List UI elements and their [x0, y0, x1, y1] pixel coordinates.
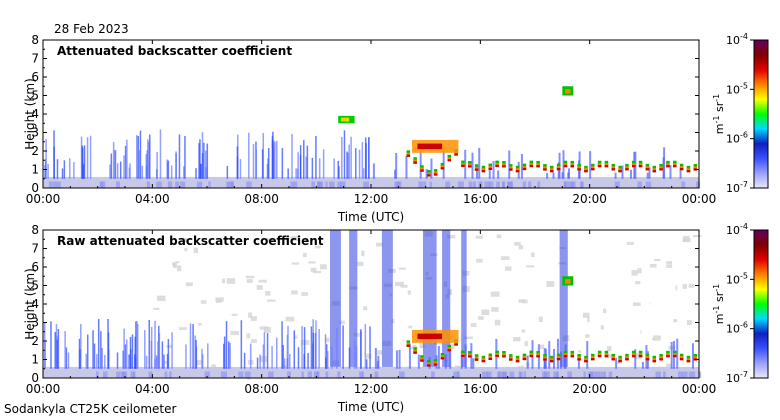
backscatter-image: [43, 230, 702, 380]
x-tick-label: 00:00: [682, 382, 717, 396]
panel-raw-attenuated-backscatter: 0 1 2 3 4 5 6 7 8 00:00 04:00 08:00 12:00 16:00 20:00 0…: [23, 223, 716, 414]
panel-title: Attenuated backscatter coefficient: [57, 44, 292, 58]
x-tick-label: 20:00: [572, 382, 607, 396]
y-tick-label: 4: [31, 107, 39, 121]
y-tick-label: 6: [31, 70, 39, 84]
x-tick-label: 08:00: [244, 382, 279, 396]
y-axis-label: Height (km): [23, 268, 37, 339]
x-tick-label: 16:00: [463, 382, 498, 396]
y-tick-label: 2: [31, 144, 39, 158]
x-tick-label: 20:00: [572, 192, 607, 206]
x-tick-label: 08:00: [244, 192, 279, 206]
y-tick-label: 3: [31, 316, 39, 330]
colorbar-top: 10-4 10-5 10-6 10-7 m-1 sr-1: [712, 32, 769, 195]
date-label: 28 Feb 2023: [54, 22, 129, 36]
y-tick-label: 6: [31, 260, 39, 274]
colorbar-bottom: 10-4 10-5 10-6 10-7 m-1 sr-1: [712, 222, 769, 385]
x-tick-label: 04:00: [135, 382, 170, 396]
x-tick-label: 12:00: [354, 382, 389, 396]
x-tick-label: 04:00: [135, 192, 170, 206]
y-tick-label: 8: [31, 33, 39, 47]
y-tick-label: 7: [31, 52, 39, 66]
colorbar-tick-label: 10-5: [726, 271, 748, 286]
x-axis-label: Time (UTC): [337, 400, 404, 414]
x-tick-label: 12:00: [354, 192, 389, 206]
y-tick-label: 1: [31, 163, 39, 177]
x-axis-label: Time (UTC): [337, 210, 404, 224]
y-tick-label: 0: [31, 181, 39, 195]
y-tick-label: 5: [31, 279, 39, 293]
y-tick-label: 2: [31, 334, 39, 348]
y-tick-label: 1: [31, 353, 39, 367]
y-tick-label: 8: [31, 223, 39, 237]
y-tick-label: 3: [31, 126, 39, 140]
colorbar-unit-label: m-1 sr-1: [712, 284, 726, 324]
colorbar-unit-label: m-1 sr-1: [712, 94, 726, 134]
y-tick-label: 4: [31, 297, 39, 311]
y-tick-label: 0: [31, 371, 39, 385]
colorbar-tick-label: 10-4: [726, 222, 748, 237]
panel-attenuated-backscatter: 0 1 2 3 4 5 6 7 8 00:00 04:00 08:00 12:00 16:00 20:00 0…: [23, 33, 716, 224]
colorbar-tick-label: 10-6: [726, 321, 748, 336]
y-tick-label: 5: [31, 89, 39, 103]
colorbar-tick-label: 10-7: [726, 370, 748, 385]
x-tick-label: 00:00: [26, 382, 61, 396]
y-tick-label: 7: [31, 242, 39, 256]
x-tick-label: 00:00: [682, 192, 717, 206]
x-tick-label: 00:00: [26, 192, 61, 206]
backscatter-image: [43, 86, 700, 188]
colorbar-gradient: [753, 39, 769, 189]
colorbar-tick-label: 10-4: [726, 32, 748, 47]
instrument-label: Sodankyla CT25K ceilometer: [4, 402, 176, 416]
colorbar-gradient: [753, 229, 769, 379]
x-tick-label: 16:00: [463, 192, 498, 206]
colorbar-tick-label: 10-6: [726, 131, 748, 146]
panel-title: Raw attenuated backscatter coefficient: [57, 234, 324, 248]
colorbar-tick-label: 10-7: [726, 180, 748, 195]
y-axis-label: Height (km): [23, 78, 37, 149]
colorbar-tick-label: 10-5: [726, 81, 748, 96]
